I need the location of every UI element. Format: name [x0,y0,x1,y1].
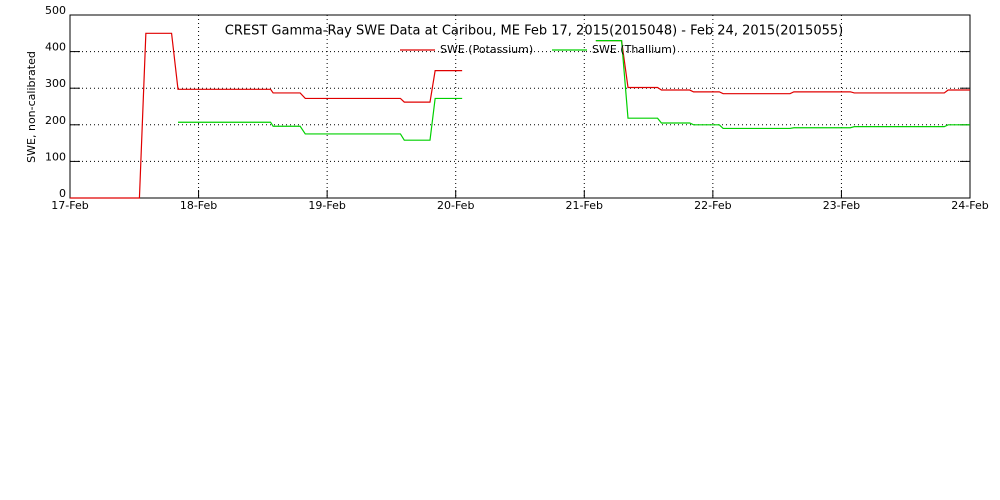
y-tick-label: 0 [59,187,66,200]
x-tick-label: 24-Feb [951,199,988,212]
legend-label: SWE (Thallium) [592,43,676,56]
chart-title: CREST Gamma-Ray SWE Data at Caribou, ME … [225,24,843,39]
y-tick-label: 500 [45,4,66,17]
legend-label: SWE (Potassium) [440,43,533,56]
x-tick-label: 17-Feb [51,199,88,212]
y-axis-label: SWE, non-calibrated [25,51,38,163]
x-tick-label: 22-Feb [694,199,731,212]
y-tick-label: 100 [45,150,66,163]
x-tick-label: 23-Feb [823,199,860,212]
x-tick-label: 21-Feb [566,199,603,212]
x-tick-label: 19-Feb [308,199,345,212]
x-tick-label: 20-Feb [437,199,474,212]
data-line [70,32,970,199]
y-tick-label: 400 [45,41,66,54]
y-tick-label: 200 [45,114,66,127]
x-tick-label: 18-Feb [180,199,217,212]
y-tick-label: 300 [45,77,66,90]
data-line [178,40,970,141]
plot-frame [69,14,971,199]
